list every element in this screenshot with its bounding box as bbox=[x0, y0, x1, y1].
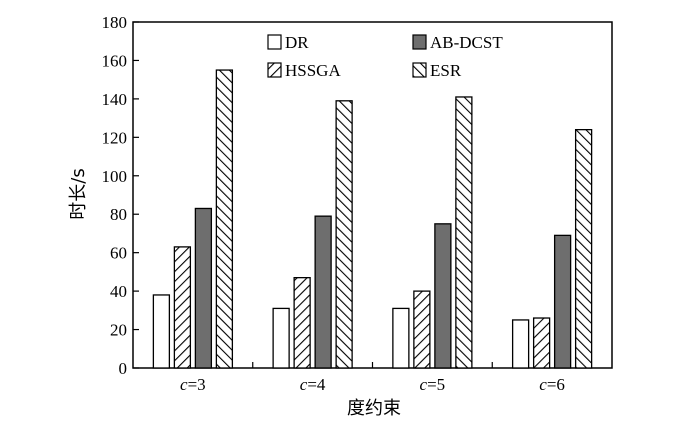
bar-ab-dcst-1 bbox=[194, 207, 213, 369]
y-tick-label: 40 bbox=[110, 282, 127, 301]
x-tick-label: c=4 bbox=[300, 375, 326, 394]
bar-esr-1 bbox=[215, 69, 234, 369]
y-tick-label: 160 bbox=[102, 51, 128, 70]
legend-label-dr: DR bbox=[285, 33, 309, 52]
x-axis-title: 度约束 bbox=[347, 398, 401, 419]
bar-dr-3 bbox=[392, 307, 410, 369]
legend-swatch-esr bbox=[412, 62, 427, 78]
x-tick-label: c=5 bbox=[420, 375, 446, 394]
y-axis: 0 20 40 60 80 100 120 140 160 180 bbox=[102, 13, 139, 378]
y-tick-label: 60 bbox=[110, 244, 127, 263]
bar-ab-dcst-3 bbox=[434, 223, 452, 369]
y-axis-title: 时长/s bbox=[68, 168, 89, 219]
bar-hssga-3 bbox=[413, 290, 431, 369]
bar-esr-2 bbox=[335, 100, 353, 369]
bar-dr-2 bbox=[272, 307, 290, 369]
legend-label-hssga: HSSGA bbox=[285, 61, 341, 80]
legend-label-esr: ESR bbox=[430, 61, 462, 80]
x-tick-label: c=3 bbox=[180, 375, 206, 394]
y-tick-label: 80 bbox=[110, 205, 127, 224]
bar-dr-1 bbox=[152, 294, 171, 369]
bar-esr-4 bbox=[574, 128, 593, 369]
legend-swatch-hssga bbox=[267, 62, 282, 78]
legend: DR AB-DCST HSSGA ESR bbox=[267, 33, 503, 80]
bars bbox=[152, 69, 593, 369]
y-tick-label: 180 bbox=[102, 13, 128, 32]
y-tick-label: 20 bbox=[110, 321, 127, 340]
legend-label-ab-dcst: AB-DCST bbox=[430, 33, 503, 52]
y-tick-label: 140 bbox=[102, 90, 128, 109]
legend-swatch-ab-dcst bbox=[412, 34, 427, 50]
bar-ab-dcst-2 bbox=[314, 215, 332, 369]
legend-swatch-dr bbox=[267, 34, 282, 50]
bar-hssga-4 bbox=[532, 317, 551, 369]
bar-hssga-2 bbox=[293, 277, 311, 369]
y-tick-label: 120 bbox=[102, 128, 128, 147]
y-tick-label: 100 bbox=[102, 167, 128, 186]
x-axis: c=3 c=4 c=5 c=6 bbox=[180, 362, 565, 394]
x-tick-label: c=6 bbox=[539, 375, 565, 394]
bar-hssga-1 bbox=[173, 246, 192, 369]
bar-dr-4 bbox=[511, 319, 530, 369]
bar-esr-3 bbox=[455, 96, 473, 369]
y-tick-label: 0 bbox=[119, 359, 128, 378]
bar-ab-dcst-4 bbox=[553, 234, 572, 369]
